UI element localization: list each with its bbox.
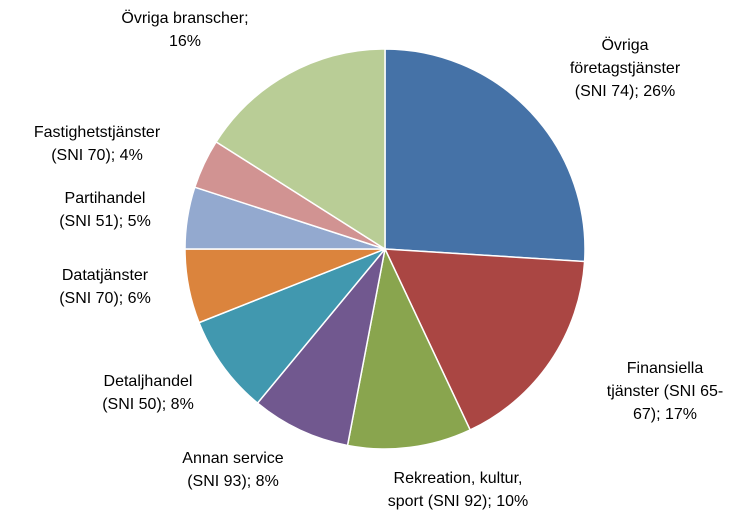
slice-label: Finansiella tjänster (SNI 65-67); 17% xyxy=(601,357,729,426)
category-label: Datatjänster (SNI 70); xyxy=(59,267,149,307)
slice-label: Datatjänster (SNI 70); 6% xyxy=(55,264,155,310)
pie-slice xyxy=(384,48,586,263)
category-label: Övriga branscher; xyxy=(121,10,249,27)
category-label: Partihandel (SNI 51); xyxy=(59,190,146,230)
slice-label: Detaljhandel (SNI 50); 8% xyxy=(98,370,198,416)
value-label: 5% xyxy=(127,213,151,230)
slice-label: Fastighetstjänster (SNI 70); 4% xyxy=(27,121,167,167)
pie-slice xyxy=(346,246,472,450)
value-label: 16% xyxy=(168,33,202,50)
category-label: Övriga företagstjänster (SNI 74); xyxy=(569,37,681,100)
value-label: 26% xyxy=(643,83,676,100)
pie-slice xyxy=(383,248,586,431)
pie-slice xyxy=(256,248,386,447)
slice-label: Övriga branscher; 16% xyxy=(110,7,260,53)
slice-label: Annan service (SNI 93); 8% xyxy=(178,447,288,493)
category-label: Finansiella tjänster (SNI 65-67); xyxy=(606,360,724,423)
value-label: 8% xyxy=(255,473,279,490)
category-label: Fastighetstjänster (SNI 70); xyxy=(33,124,161,164)
category-label: Detaljhandel (SNI 50); xyxy=(102,373,193,413)
slice-label: Partihandel (SNI 51); 5% xyxy=(55,187,155,233)
pie-slice xyxy=(198,248,386,405)
value-label: 8% xyxy=(170,396,194,413)
category-label: Annan service (SNI 93); xyxy=(182,450,284,490)
value-label: 6% xyxy=(127,290,151,307)
value-label: 10% xyxy=(496,493,529,510)
slice-label: Rekreation, kultur, sport (SNI 92); 10% xyxy=(386,467,531,513)
value-label: 17% xyxy=(665,406,698,423)
value-label: 4% xyxy=(119,147,143,164)
category-label: Rekreation, kultur, sport (SNI 92); xyxy=(387,470,523,510)
slice-label: Övriga företagstjänster (SNI 74); 26% xyxy=(560,34,690,103)
pie-slice xyxy=(215,48,386,251)
